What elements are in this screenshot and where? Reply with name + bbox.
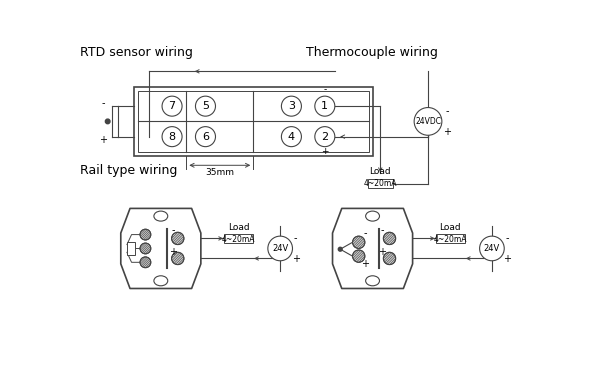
- Text: Load: Load: [370, 167, 391, 176]
- Ellipse shape: [365, 276, 380, 286]
- Bar: [224, 234, 253, 243]
- Bar: [138, 91, 369, 152]
- Circle shape: [171, 252, 184, 265]
- Polygon shape: [333, 208, 413, 289]
- Text: +: +: [361, 259, 369, 269]
- Text: 24V: 24V: [272, 244, 288, 253]
- Circle shape: [140, 243, 151, 254]
- Bar: [134, 87, 373, 156]
- Bar: [368, 179, 393, 188]
- Text: -: -: [294, 233, 297, 243]
- Circle shape: [140, 229, 151, 240]
- Text: -: -: [171, 225, 175, 235]
- Circle shape: [195, 127, 216, 147]
- Circle shape: [383, 252, 396, 265]
- Ellipse shape: [365, 211, 380, 221]
- Text: +: +: [291, 254, 300, 264]
- Text: Thermocouple wiring: Thermocouple wiring: [306, 46, 438, 59]
- Circle shape: [315, 96, 335, 116]
- Text: -: -: [445, 105, 449, 115]
- Circle shape: [140, 257, 151, 268]
- Circle shape: [281, 127, 301, 147]
- Text: 4~20mA: 4~20mA: [222, 235, 256, 244]
- Text: Load: Load: [439, 222, 461, 232]
- Ellipse shape: [154, 276, 168, 286]
- Text: 1: 1: [321, 101, 328, 111]
- Text: 24VDC: 24VDC: [415, 117, 441, 126]
- Text: 8: 8: [168, 132, 176, 142]
- Text: 4~20mA: 4~20mA: [364, 179, 397, 188]
- Text: Load: Load: [228, 222, 250, 232]
- Text: 4: 4: [288, 132, 295, 142]
- Ellipse shape: [154, 211, 168, 221]
- Bar: [127, 242, 136, 255]
- Text: -: -: [363, 228, 367, 238]
- Circle shape: [162, 96, 182, 116]
- Circle shape: [353, 250, 365, 262]
- Circle shape: [315, 127, 335, 147]
- Text: +: +: [378, 247, 386, 257]
- Text: -: -: [380, 225, 383, 235]
- Text: 24V: 24V: [484, 244, 500, 253]
- Text: 35mm: 35mm: [205, 168, 234, 176]
- Text: +: +: [321, 147, 328, 157]
- Text: 7: 7: [168, 101, 176, 111]
- Text: +: +: [503, 254, 511, 264]
- Text: 2: 2: [321, 132, 328, 142]
- Text: Rail type wiring: Rail type wiring: [80, 164, 177, 177]
- Text: 6: 6: [202, 132, 209, 142]
- Text: +: +: [99, 135, 107, 145]
- Text: 5: 5: [202, 101, 209, 111]
- Circle shape: [106, 119, 110, 124]
- Text: -: -: [101, 98, 105, 108]
- Circle shape: [353, 236, 365, 248]
- Circle shape: [479, 236, 504, 261]
- Circle shape: [195, 96, 216, 116]
- Circle shape: [338, 247, 342, 251]
- Text: 3: 3: [288, 101, 295, 111]
- Text: +: +: [169, 247, 177, 257]
- Circle shape: [281, 96, 301, 116]
- Text: -: -: [506, 233, 509, 243]
- Text: 4~20mA: 4~20mA: [433, 235, 467, 244]
- Text: +: +: [443, 127, 451, 137]
- Bar: [436, 234, 465, 243]
- Text: -: -: [323, 85, 327, 94]
- Circle shape: [162, 127, 182, 147]
- Circle shape: [414, 108, 442, 135]
- Circle shape: [383, 232, 396, 245]
- Circle shape: [171, 232, 184, 245]
- Circle shape: [268, 236, 293, 261]
- Polygon shape: [121, 208, 201, 289]
- Text: RTD sensor wiring: RTD sensor wiring: [80, 46, 193, 59]
